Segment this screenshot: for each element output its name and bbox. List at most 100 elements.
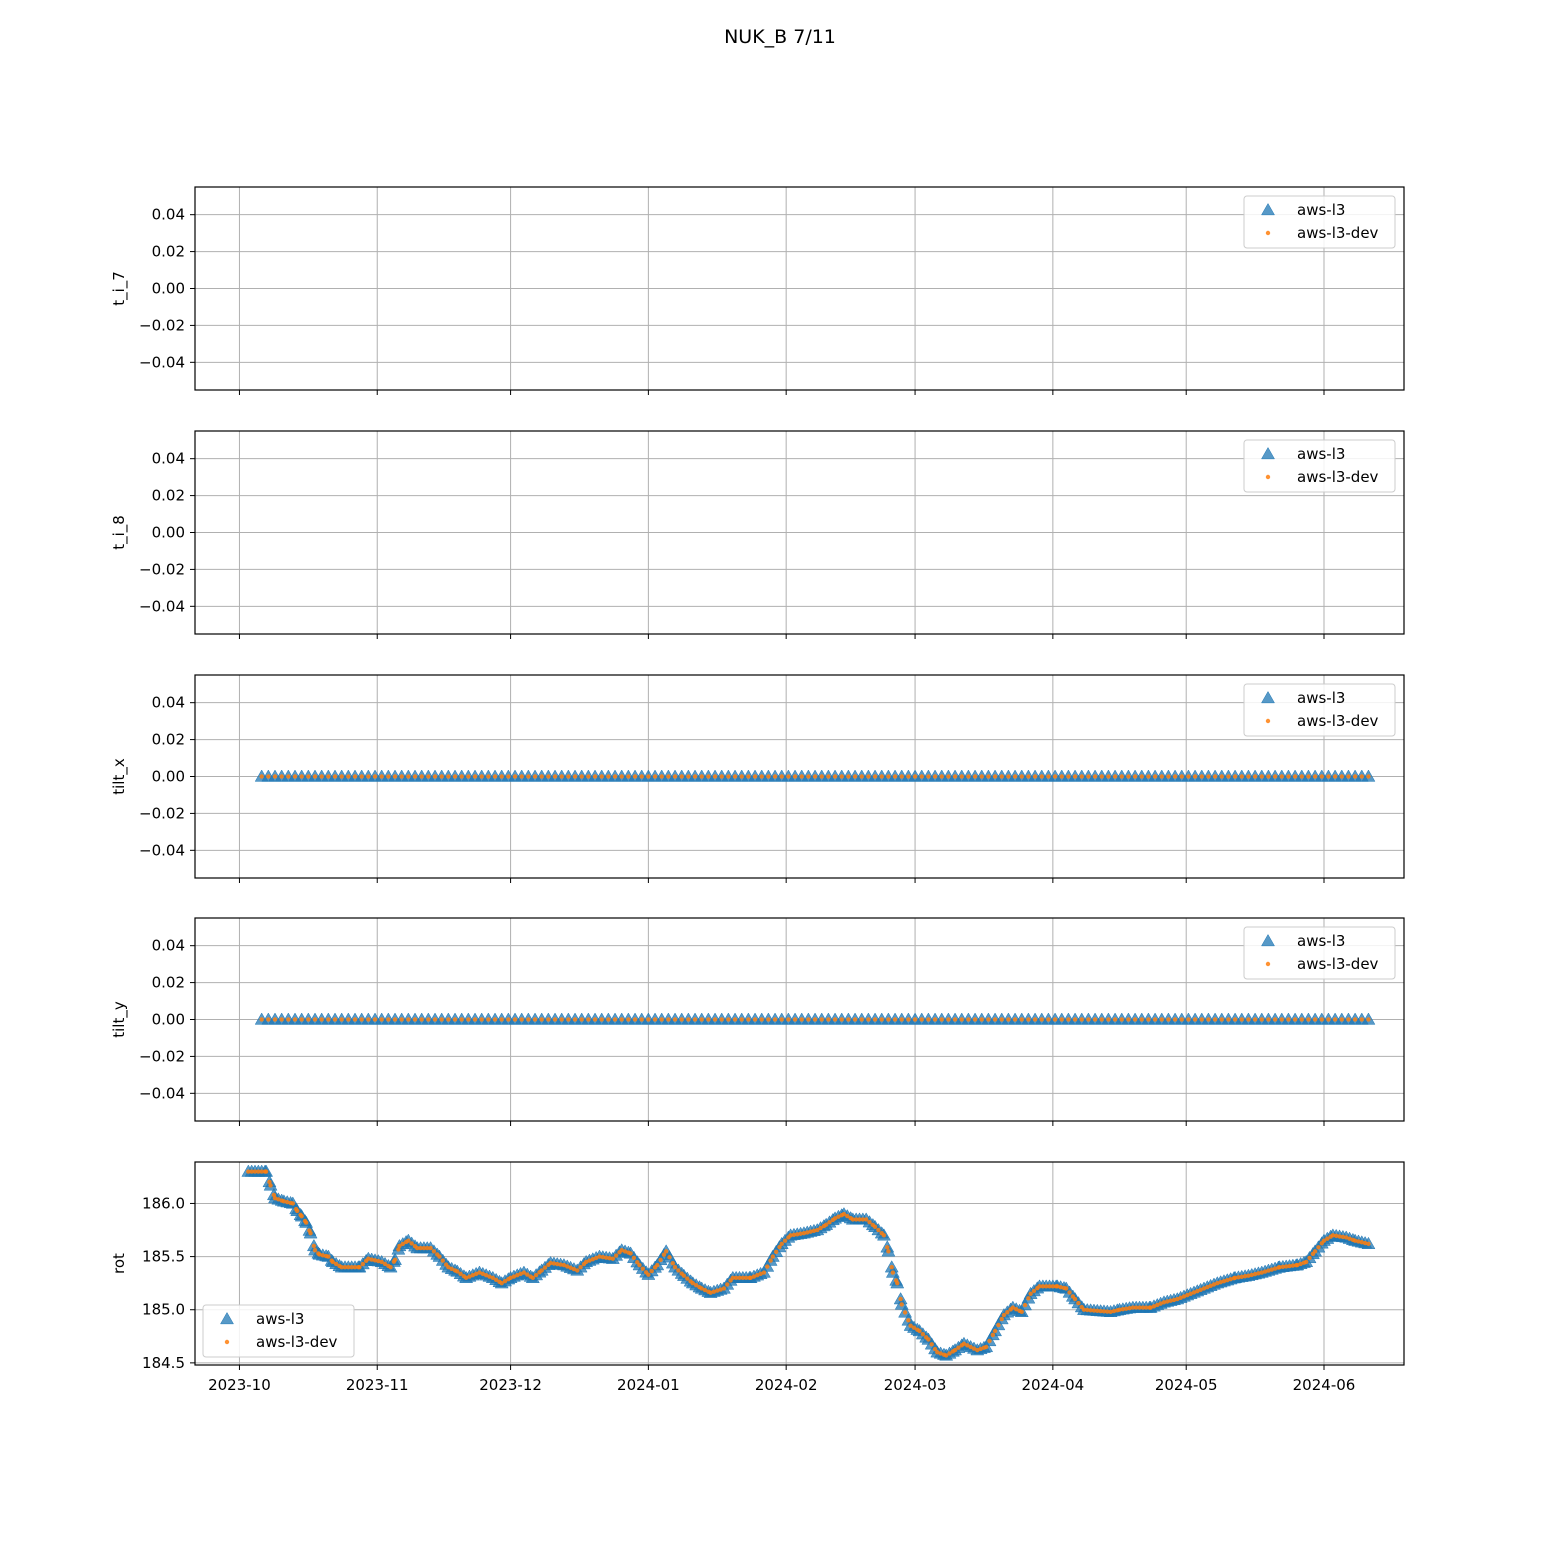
aws-l3-dev-point [486, 774, 491, 779]
aws-l3-dev-point [1221, 1278, 1227, 1284]
x-tick-label: 2024-03 [884, 1376, 947, 1394]
aws-l3-dev-point [1130, 1305, 1136, 1310]
aws-l3-dev-point [992, 1017, 998, 1022]
aws-l3-dev-point [692, 1017, 698, 1022]
aws-l3-dev-point [952, 1017, 958, 1022]
aws-l3-dev-point [1059, 1017, 1064, 1022]
aws-l3-dev-point [349, 1265, 354, 1270]
aws-l3-dev-point [266, 774, 271, 779]
aws-l3-dev-point [600, 1254, 606, 1260]
aws-l3-dev-point [446, 1017, 451, 1022]
aws-l3-dev-point [1246, 1273, 1251, 1278]
aws-l3-dev-point [346, 1265, 351, 1270]
aws-l3-dev-point [758, 1271, 763, 1277]
aws-l3-dev-point [546, 774, 551, 779]
aws-l3-dev-point [956, 1345, 961, 1350]
aws-l3-dev-point [1359, 1017, 1364, 1022]
y-tick-label: 0.00 [152, 1011, 185, 1029]
aws-l3-dev-point [908, 1323, 913, 1328]
aws-l3-dev-point [1137, 1305, 1142, 1310]
aws-l3-dev-point [1146, 774, 1151, 779]
aws-l3-dev-point [483, 1272, 489, 1278]
aws-l3-dev-point [392, 1257, 398, 1262]
aws-l3-dev-point [1299, 774, 1304, 779]
aws-l3-dev-point [308, 1231, 313, 1236]
aws-l3-dev-point [1132, 1017, 1138, 1022]
aws-l3-dev-point [486, 1017, 491, 1022]
aws-l3-dev-point [806, 774, 811, 779]
aws-l3-dev-point [1272, 1266, 1278, 1271]
aws-l3-dev-point [652, 774, 658, 779]
aws-l3-dev-point [1218, 1279, 1223, 1285]
aws-l3-dev-point [1246, 1017, 1251, 1022]
aws-l3-dev-point [1312, 1017, 1318, 1022]
aws-l3-dev-point [386, 1017, 391, 1022]
aws-l3-dev-point [1148, 1305, 1153, 1310]
aws-l3-dev-point [1279, 1017, 1284, 1022]
aws-l3-dev-point [839, 774, 844, 779]
aws-l3-dev-point [281, 1199, 287, 1204]
y-tick-label: −0.04 [139, 353, 185, 371]
aws-l3-dev-point [1058, 1284, 1063, 1290]
aws-l3-dev-point [546, 1017, 551, 1022]
aws-l3-dev-point [832, 1216, 838, 1221]
aws-l3-dev-point [392, 1017, 398, 1022]
aws-l3-dev-point [1319, 774, 1324, 779]
aws-l3-dev-point [983, 1344, 989, 1350]
axes-frame [194, 917, 1405, 1122]
aws-l3-dev-point [1112, 774, 1118, 779]
aws-l3-dev-point [1179, 1017, 1184, 1022]
aws-l3-dev-point [971, 1346, 977, 1351]
aws-l3-dev-point [519, 1017, 524, 1022]
aws-l3-dev-point [892, 774, 898, 779]
aws-l3-dev-point [706, 774, 711, 779]
aws-l3-dev-point [492, 774, 498, 779]
aws-l3-dev-point [533, 1272, 539, 1278]
x-tick-label: 2023-10 [208, 1376, 271, 1394]
aws-l3-dev-point [1307, 1255, 1312, 1261]
aws-l3-dev-point [299, 1017, 304, 1022]
aws-l3-dev-point [939, 774, 944, 779]
aws-l3-dev-point [1206, 774, 1211, 779]
aws-l3-dev-point [578, 1265, 583, 1270]
data-points [254, 769, 1376, 782]
aws-l3-dev-point [748, 1275, 753, 1281]
aws-l3-dev-point [440, 1258, 446, 1263]
aws-l3-dev-point [459, 1017, 464, 1022]
aws-l3-dev-point [455, 1269, 460, 1274]
aws-l3-dev-point [467, 1274, 472, 1279]
aws-l3-dev-point [372, 774, 378, 779]
aws-l3-dev-point [1326, 1017, 1331, 1022]
y-tick-label: 0.04 [152, 694, 185, 712]
aws-l3-dev-point [1086, 774, 1091, 779]
aws-l3-dev-point [881, 1233, 887, 1238]
aws-l3-dev-point [1312, 774, 1318, 779]
aws-l3-dev-point [1105, 1309, 1110, 1314]
y-tick-label: 0.04 [152, 450, 185, 468]
aws-l3-dev-point [515, 1272, 520, 1278]
aws-l3-dev-point [841, 1211, 847, 1217]
aws-l3-dev-point [761, 1270, 767, 1275]
aws-l3-dev-point [751, 1274, 757, 1279]
aws-l3-dev-point [732, 1017, 738, 1022]
aws-l3-dev-point [326, 774, 331, 779]
aws-l3-dev-point [586, 1017, 591, 1022]
aws-l3-dev-point [306, 1017, 311, 1022]
aws-l3-dev-point [586, 774, 591, 779]
aws-l3-dev-point [1028, 1291, 1033, 1296]
y-tick-label: 185.0 [142, 1301, 185, 1319]
aws-l3-dev-point [999, 1316, 1004, 1322]
aws-l3-dev-point [1079, 774, 1084, 779]
aws-l3-dev-point [290, 1201, 295, 1206]
aws-l3-dev-point [792, 774, 798, 779]
aws-l3-dev-point [1259, 1017, 1264, 1022]
aws-l3-dev-point [935, 1350, 940, 1355]
aws-l3-dev-point [421, 1245, 427, 1251]
aws-l3-dev-point [279, 1017, 284, 1022]
aws-l3-dev-point [267, 1179, 272, 1185]
aws-l3-dev-point [746, 774, 751, 779]
aws-l3-dev-point [1236, 1275, 1241, 1280]
aws-l3-dev-point [659, 1017, 664, 1022]
aws-l3-dev-point [772, 774, 778, 779]
aws-l3-dev-point [681, 1273, 687, 1278]
